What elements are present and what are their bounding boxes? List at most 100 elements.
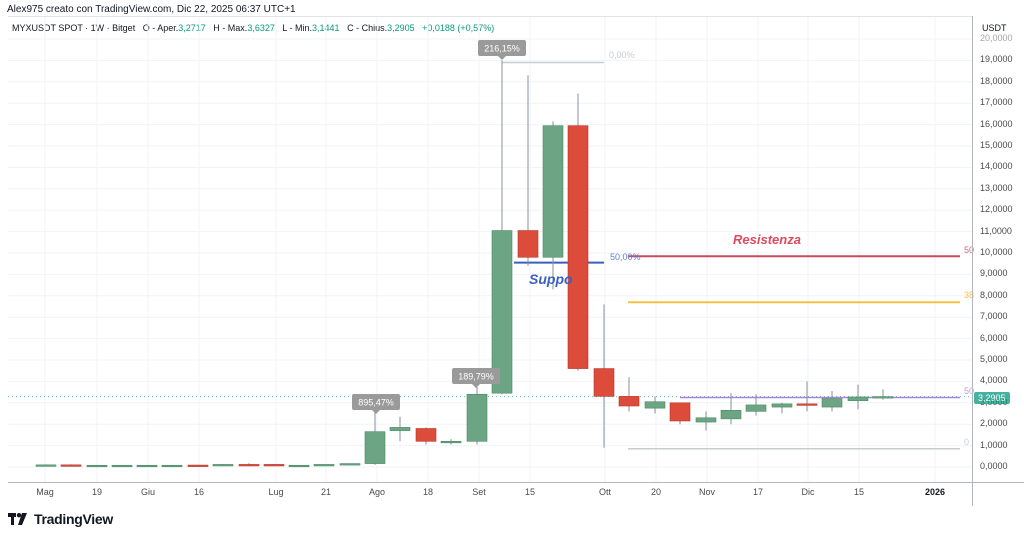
price-tick: 6,0000 bbox=[980, 332, 1008, 343]
close-label: C - Chius. bbox=[347, 23, 388, 33]
candle bbox=[415, 428, 437, 442]
price-tick: 18,0000 bbox=[980, 75, 1013, 86]
candle bbox=[238, 464, 260, 467]
candle bbox=[364, 431, 386, 464]
tradingview-logo-icon bbox=[8, 513, 27, 525]
candle bbox=[593, 368, 615, 397]
time-tick: Giu bbox=[140, 487, 156, 497]
symbol-name[interactable]: MYXUSDT SPOT · 1W · Bitget bbox=[12, 23, 136, 33]
percent-change-label: 189,79% bbox=[458, 372, 494, 382]
price-tick: 9,0000 bbox=[980, 268, 1008, 279]
time-tick: Lug bbox=[268, 487, 284, 497]
price-tick: 7,0000 bbox=[980, 311, 1008, 322]
time-tick: 2026 bbox=[924, 487, 946, 497]
time-tick: Ott bbox=[598, 487, 612, 497]
tradingview-logo[interactable]: TradingView bbox=[8, 511, 113, 527]
candle bbox=[136, 464, 158, 468]
time-tick: 21 bbox=[320, 487, 332, 497]
percent-change-label: 216,15% bbox=[484, 44, 520, 54]
open-label: O - Aper. bbox=[142, 23, 179, 33]
time-axis-border bbox=[8, 482, 1024, 483]
low-value: 3,1441 bbox=[312, 23, 340, 33]
candle bbox=[466, 393, 488, 442]
currency-label[interactable]: USDT bbox=[982, 23, 1007, 33]
price-tick: 20,0000 bbox=[980, 33, 1013, 43]
time-tick: 15 bbox=[853, 487, 865, 497]
time-tick: 18 bbox=[422, 487, 434, 497]
low-label: L - Min. bbox=[282, 23, 313, 33]
price-tick: 0,0000 bbox=[980, 461, 1008, 471]
fib-50-label: 50,00% bbox=[610, 252, 641, 262]
candle bbox=[212, 464, 234, 467]
price-tick: 13,0000 bbox=[980, 182, 1013, 193]
candle bbox=[695, 417, 717, 423]
candle bbox=[86, 464, 108, 468]
price-tick: 17,0000 bbox=[980, 97, 1013, 108]
price-tick: 5,0000 bbox=[980, 354, 1008, 364]
candle bbox=[517, 230, 539, 258]
candle bbox=[821, 398, 843, 408]
candle bbox=[644, 401, 666, 409]
candle bbox=[288, 464, 310, 468]
time-tick: 15 bbox=[524, 487, 536, 497]
candle bbox=[567, 125, 589, 369]
candle bbox=[313, 464, 335, 467]
price-tick: 10,0000 bbox=[980, 247, 1013, 257]
fib-0-label: 0,00% bbox=[609, 50, 635, 60]
price-tick: 15,0000 bbox=[980, 140, 1013, 150]
candle bbox=[161, 464, 183, 468]
candle bbox=[111, 464, 133, 468]
candle bbox=[618, 396, 640, 407]
candle bbox=[796, 403, 818, 406]
candle bbox=[872, 396, 894, 399]
candle bbox=[745, 404, 767, 412]
percent-change-label: 895,47% bbox=[358, 398, 394, 408]
chart-top-border bbox=[8, 16, 973, 17]
drawing-lines bbox=[8, 61, 972, 450]
time-tick: Dic bbox=[801, 487, 815, 497]
candle bbox=[339, 463, 361, 466]
price-tick: 12,0000 bbox=[980, 204, 1013, 215]
time-tick: 16 bbox=[193, 487, 205, 497]
candle bbox=[669, 402, 691, 422]
high-value: 3,6327 bbox=[247, 23, 275, 33]
time-tick: Set bbox=[472, 487, 486, 497]
time-tick: Nov bbox=[698, 487, 716, 497]
annotations: 895,47% 189,79% 216,15% Suppo Resistenza 50,0… bbox=[352, 40, 974, 447]
close-value: 3,2905 bbox=[387, 23, 415, 33]
candle bbox=[771, 403, 793, 408]
support-label: Suppo bbox=[529, 271, 573, 287]
time-tick: Mag bbox=[36, 487, 54, 497]
candle bbox=[263, 464, 285, 467]
candles bbox=[35, 60, 894, 468]
price-tick: 11,0000 bbox=[980, 225, 1012, 236]
time-tick: Ago bbox=[368, 487, 386, 497]
current-price-tag: 3,2905 bbox=[974, 392, 1010, 404]
price-tick: 1,0000 bbox=[980, 439, 1008, 450]
candle bbox=[440, 441, 462, 444]
open-value: 3,2717 bbox=[178, 23, 206, 33]
price-tick: 8,0000 bbox=[980, 289, 1008, 300]
price-tick: 4,0000 bbox=[980, 375, 1008, 386]
price-tick: 19,0000 bbox=[980, 54, 1013, 65]
price-tick: 16,0000 bbox=[980, 118, 1013, 129]
candle bbox=[187, 464, 209, 467]
candle bbox=[389, 427, 411, 431]
svg-text:0: 0 bbox=[964, 437, 969, 447]
candle bbox=[847, 396, 869, 401]
time-tick: 20 bbox=[650, 487, 662, 497]
candle bbox=[35, 464, 57, 467]
attribution-text: Alex975 creato con TradingView.com, Dic … bbox=[7, 4, 296, 15]
price-tick: 14,0000 bbox=[980, 161, 1013, 172]
time-tick: 17 bbox=[752, 487, 764, 497]
resistance-label: Resistenza bbox=[733, 232, 801, 247]
candle bbox=[60, 464, 82, 467]
grid-lines bbox=[8, 17, 972, 482]
price-axis-border bbox=[972, 16, 973, 506]
candle bbox=[491, 230, 513, 394]
candle bbox=[720, 409, 742, 420]
tradingview-logo-text: TradingView bbox=[34, 511, 113, 527]
time-tick: 19 bbox=[91, 487, 103, 497]
price-tick: 2,0000 bbox=[980, 418, 1008, 429]
